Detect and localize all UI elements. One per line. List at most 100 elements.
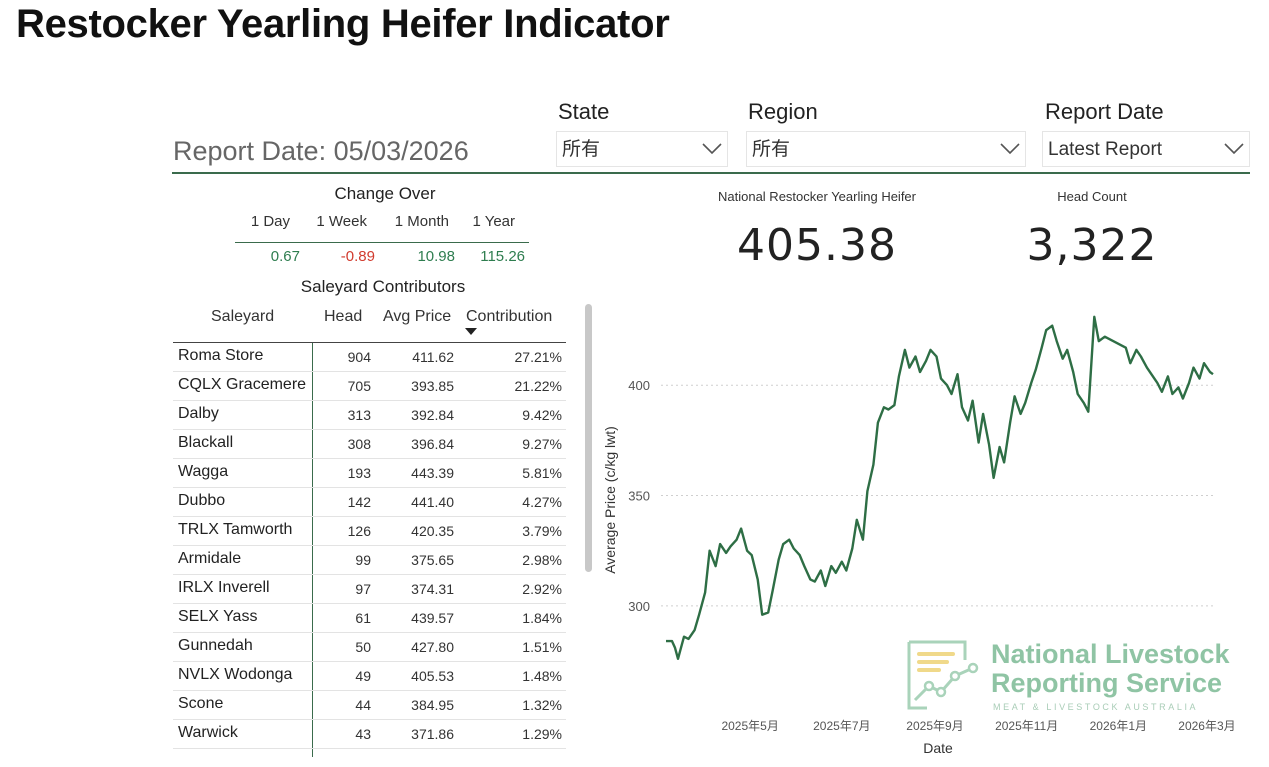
y-axis-label: Average Price (c/kg lwt) [602,426,618,574]
change-header-1-week: 1 Week [316,213,367,230]
contribution-cell: 2.98% [522,552,562,568]
column-header-contribution[interactable]: Contribution [466,308,553,325]
head-cell: 99 [355,552,371,568]
region-dropdown[interactable]: 所有 [746,131,1026,167]
logo-subtitle: MEAT & LIVESTOCK AUSTRALIA [993,702,1199,712]
contribution-cell: 9.27% [522,436,562,452]
state-dropdown[interactable]: 所有 [556,131,728,167]
series-line [666,315,1214,660]
saleyard-cell: Dubbo [178,492,226,509]
page-title: Restocker Yearling Heifer Indicator [16,2,670,46]
y-tick-label: 350 [628,489,650,504]
head-cell: 904 [347,349,371,365]
head-cell: 193 [347,465,371,481]
change-over-headers: 1 Day 1 Week 1 Month 1 Year [235,213,530,233]
state-slicer-title: State [558,99,610,124]
saleyard-cell: Scone [178,695,224,712]
x-tick-label: 2025年5月 [721,719,778,733]
report-date-slicer-title: Report Date [1045,99,1164,124]
table-row[interactable]: Dalby 313 392.84 9.42% [173,401,566,430]
table-row[interactable]: Dubbo 142 441.40 4.27% [173,488,566,517]
logo-line-2: Reporting Service [991,668,1223,698]
change-value-1-day: 0.67 [270,248,300,265]
table-row[interactable]: SELX Yass 61 439.57 1.84% [173,604,566,633]
saleyard-cell: Gunnedah [178,637,253,654]
chevron-down-icon [1224,143,1244,155]
avg-price-cell: 375.65 [411,552,454,568]
column-header-saleyard[interactable]: Saleyard [211,308,275,325]
y-tick-label: 400 [628,378,650,393]
head-cell: 142 [347,494,371,510]
x-tick-label: 2026年3月 [1178,719,1235,733]
change-header-1-year: 1 Year [472,213,515,230]
national-indicator-value: 405.38 [737,220,897,271]
x-axis-label: Date [923,740,953,756]
saleyard-cell: IRLX Inverell [178,579,270,596]
avg-price-cell: 374.31 [411,581,454,597]
x-tick-label: 2026年1月 [1090,719,1147,733]
avg-price-cell: 443.39 [411,465,454,481]
logo-title: National Livestock Reporting Service [991,640,1230,698]
saleyard-table-title: Saleyard Contributors [300,277,466,296]
head-cell: 705 [347,378,371,394]
price-line-chart: 300 350 400 2025年5月 2025年7月 2025年9月 2025年11月 2… [602,315,1236,756]
avg-price-cell: 427.80 [411,639,454,655]
contribution-cell: 5.81% [522,465,562,481]
saleyard-cell: Warwick [178,724,238,741]
contribution-cell: 2.92% [522,581,562,597]
table-row[interactable]: IRLX Inverell 97 374.31 2.92% [173,575,566,604]
avg-price-cell: 371.86 [411,726,454,742]
column-header-avg-price[interactable]: Avg Price [383,308,452,325]
table-scrollbar[interactable] [585,304,592,572]
saleyard-cell: SELX Yass [178,608,258,625]
table-header: Saleyard Head Avg Price Contribution [173,303,566,343]
report-chart-logo-icon [907,640,979,710]
logo-line-1: National Livestock [991,639,1230,669]
region-dropdown-value: 所有 [752,139,791,160]
avg-price-cell: 384.95 [411,697,454,713]
column-header-head[interactable]: Head [324,308,363,325]
table-row[interactable]: TRLX Tamworth 126 420.35 3.79% [173,517,566,546]
head-cell: 43 [355,726,371,742]
table-row[interactable]: Armidale 99 375.65 2.98% [173,546,566,575]
table-row[interactable]: Roma Store 904 411.62 27.21% [173,343,566,372]
change-over-values: 0.67 -0.89 10.98 115.26 [235,248,530,268]
contribution-cell: 1.51% [522,639,562,655]
saleyard-cell: Blackall [178,434,234,451]
table-row[interactable]: Blackall 308 396.84 9.27% [173,430,566,459]
contribution-cell: 21.22% [514,378,562,394]
saleyard-cell: Armidale [178,550,242,567]
region-slicer: Region 所有 [746,96,1026,167]
table-row[interactable]: NVLX Wodonga 49 405.53 1.48% [173,662,566,691]
contribution-cell: 1.84% [522,610,562,626]
report-date-slicer: Report Date Latest Report [1042,96,1250,167]
change-header-1-month: 1 Month [394,213,449,230]
x-tick-label: 2025年9月 [906,719,963,733]
contribution-cell: 1.32% [522,697,562,713]
head-count-label: Head Count [1057,189,1127,204]
head-cell: 50 [355,639,371,655]
head-cell: 97 [355,581,371,597]
avg-price-cell: 396.84 [411,436,454,452]
avg-price-cell: 392.84 [411,407,454,423]
state-dropdown-value: 所有 [562,139,601,160]
head-cell: 49 [355,668,371,684]
table-row[interactable]: Warwick 43 371.86 1.29% [173,720,566,749]
sort-descending-icon [465,328,477,335]
nlrs-logo: National Livestock Reporting Service MEA… [905,638,1250,718]
table-row[interactable]: CQLX Gracemere 705 393.85 21.22% [173,372,566,401]
chevron-down-icon [702,143,722,155]
contribution-cell: 27.21% [514,349,562,365]
report-date-label: Report Date: 05/03/2026 [173,136,469,166]
saleyard-cell: Dalby [178,405,219,422]
avg-price-cell: 439.57 [411,610,454,626]
head-cell: 44 [355,697,371,713]
table-row[interactable]: Gunnedah 50 427.80 1.51% [173,633,566,662]
contribution-cell: 9.42% [522,407,562,423]
saleyard-cell: TRLX Tamworth [178,521,293,538]
table-row[interactable]: Wagga 193 443.39 5.81% [173,459,566,488]
report-date-dropdown[interactable]: Latest Report [1042,131,1250,167]
change-value-1-year: 115.26 [480,248,525,265]
saleyard-cell: CQLX Gracemere [178,376,307,393]
table-row[interactable]: Scone 44 384.95 1.32% [173,691,566,720]
